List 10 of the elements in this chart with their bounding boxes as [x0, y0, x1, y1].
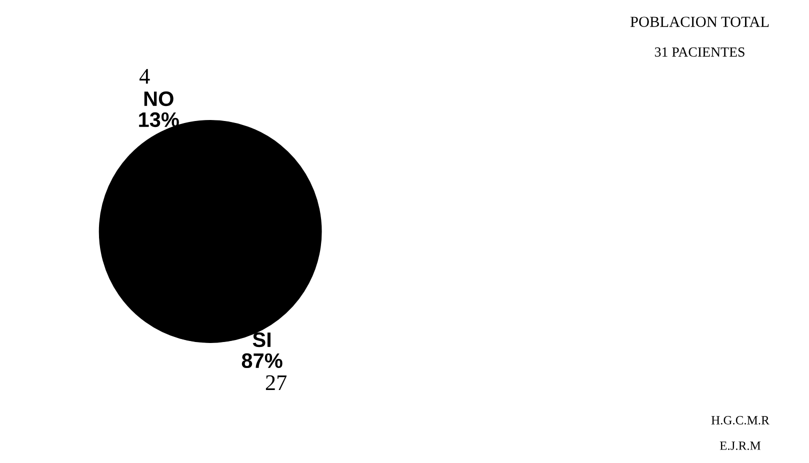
slice-label: SI — [252, 332, 270, 348]
text: 13% — [139, 112, 179, 128]
data-label: 4 — [139, 69, 150, 84]
text: H.G.C.M.R — [711, 416, 770, 425]
text: 87% — [242, 353, 282, 368]
text: POBLACION TOTAL — [630, 16, 769, 27]
data-label: 27 — [266, 375, 287, 390]
text: E.J.R.M — [720, 442, 761, 450]
slice-label: NO — [144, 91, 174, 106]
text: 31 PACIENTES — [654, 47, 744, 57]
